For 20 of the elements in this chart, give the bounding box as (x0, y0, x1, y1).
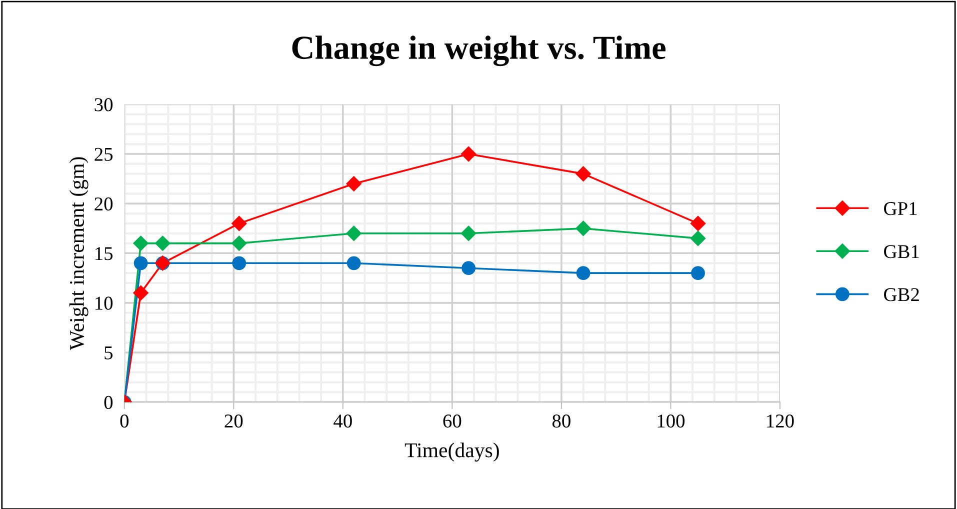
y-tick-label: 15 (96, 247, 113, 260)
x-tick-label: 60 (443, 414, 462, 428)
y-tick-label: 25 (94, 148, 113, 161)
x-tick-label: 20 (224, 414, 243, 428)
x-tick-label: 40 (334, 414, 352, 428)
y-axis-title: Weight increment (gm) (69, 157, 88, 350)
x-tick-label: 0 (120, 414, 129, 428)
y-tick-label: 30 (94, 98, 113, 112)
x-tick-label: 120 (767, 414, 794, 428)
chart-title: Change in weight vs. Time (292, 36, 666, 66)
y-tick-label: 10 (96, 296, 113, 310)
legend-label: GP1 (884, 202, 917, 216)
x-tick-label: 100 (658, 414, 685, 428)
y-tick-label: 20 (94, 197, 113, 211)
x-axis-title: Time(days) (404, 442, 499, 462)
legend-label: GB2 (884, 288, 919, 302)
legend-label: GB1 (884, 245, 919, 258)
y-tick-label: 5 (104, 346, 113, 360)
y-tick-label: 0 (104, 396, 113, 410)
x-tick-label: 80 (552, 414, 570, 428)
